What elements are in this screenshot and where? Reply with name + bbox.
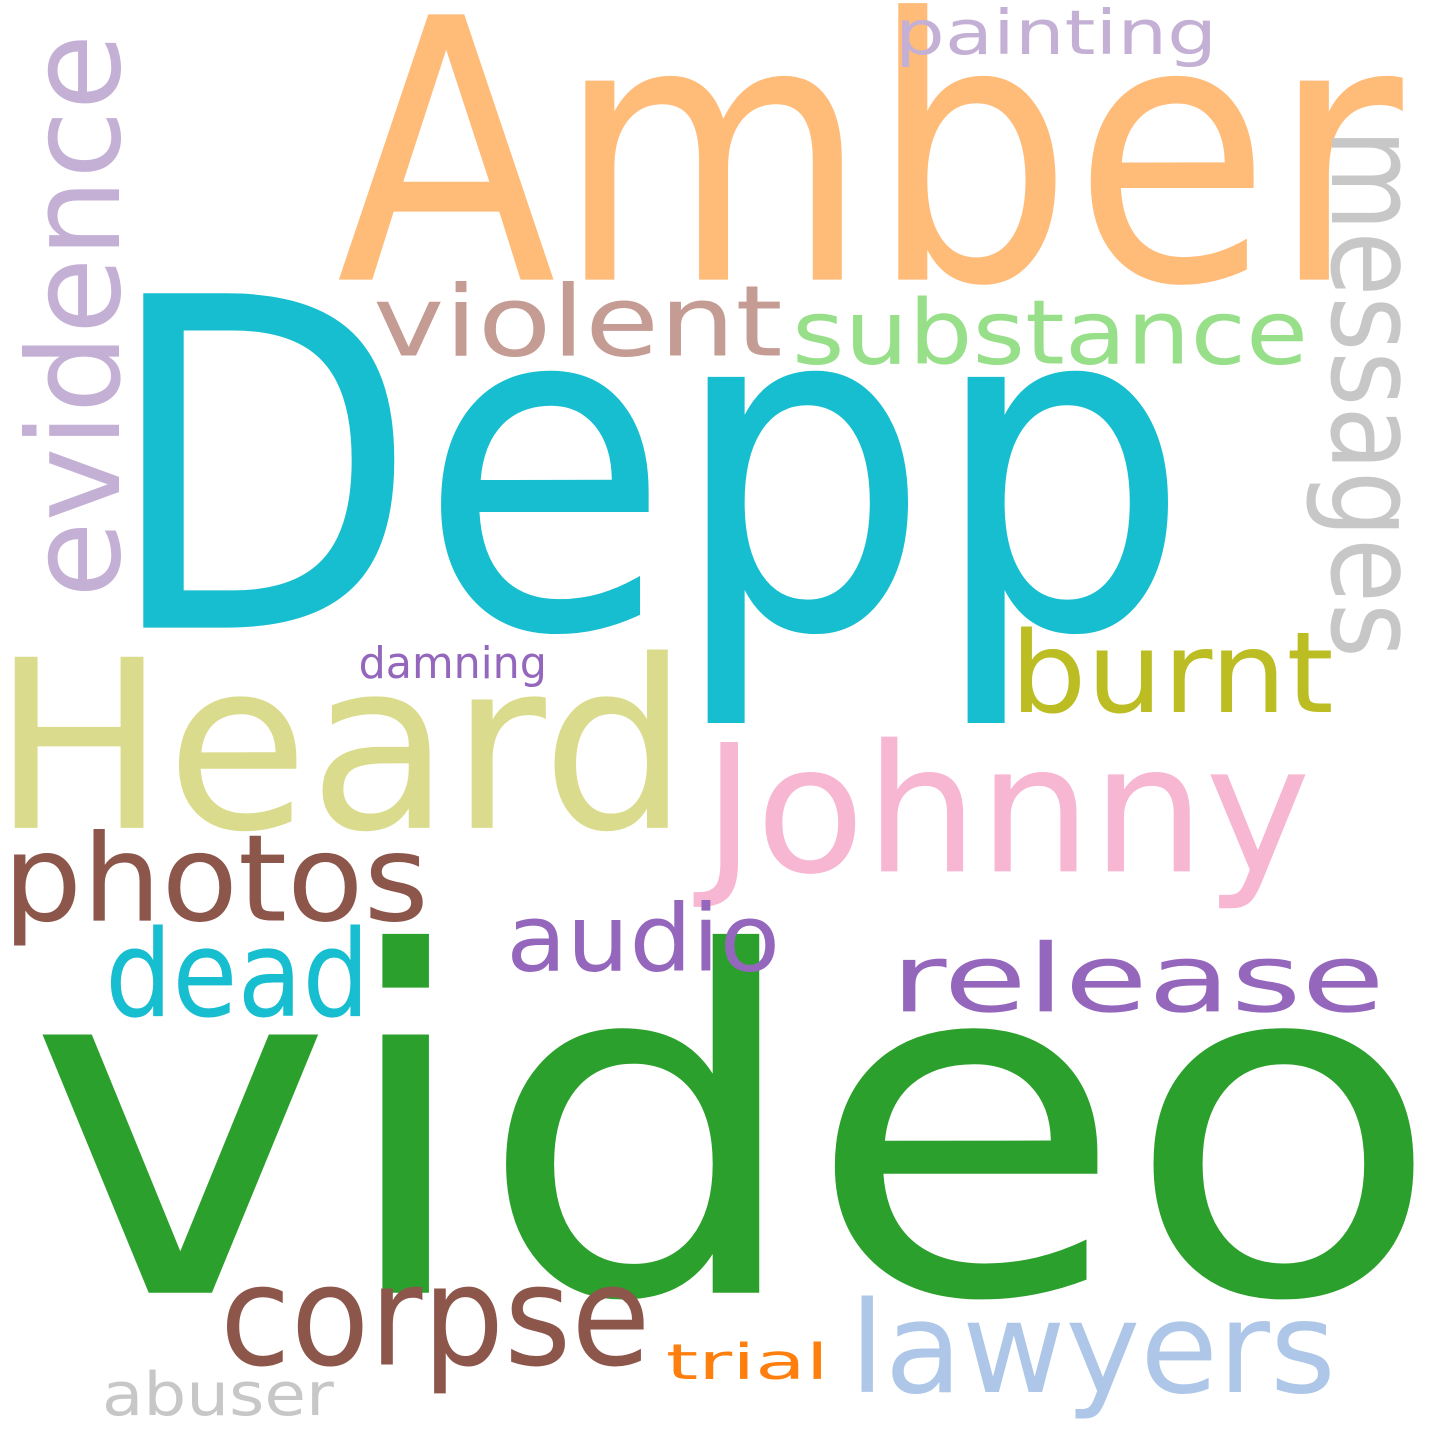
word-violent: violent (372, 264, 783, 379)
word-painting: painting (894, 0, 1218, 69)
word-lawyers: lawyers (849, 1274, 1336, 1423)
word-messages: messages (1302, 128, 1440, 658)
word-release: release (890, 924, 1385, 1034)
word-damning: damning (358, 637, 547, 689)
word-corpse: corpse (219, 1235, 651, 1398)
word-johnny: Johnny (702, 707, 1311, 914)
word-substance: substance (791, 281, 1309, 385)
word-heard: Heard (0, 610, 689, 885)
word-dead: dead (105, 904, 370, 1045)
word-abuser: abuser (101, 1360, 334, 1430)
word-photos: photos (2, 808, 429, 950)
word-evidence: evidence (0, 33, 150, 598)
word-trial: trial (665, 1333, 829, 1391)
word-audio: audio (506, 884, 781, 993)
word-burnt: burnt (1010, 608, 1334, 739)
word-amber: Amber (336, 0, 1403, 367)
word-depp: Depp (103, 203, 1191, 738)
word-video: video (27, 855, 1440, 1407)
